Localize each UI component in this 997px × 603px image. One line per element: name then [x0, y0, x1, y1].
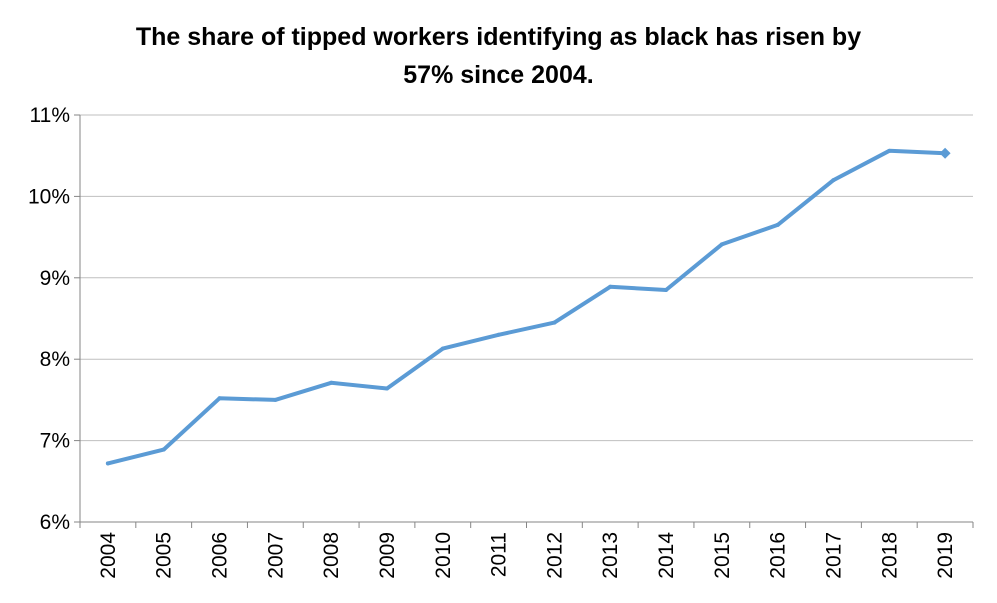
- data-point-2014: [664, 288, 669, 293]
- data-point-2005: [161, 447, 166, 452]
- y-tick-label-8: 8%: [40, 348, 70, 371]
- y-axis-ticks: 6% 7% 8% 9% 10% 11%: [28, 104, 70, 534]
- x-tick-label-2016: 2016: [767, 532, 790, 579]
- x-tick-label-2008: 2008: [320, 532, 343, 579]
- x-tick-label-2004: 2004: [97, 532, 120, 579]
- x-tick-label-2007: 2007: [264, 532, 287, 579]
- data-point-2009: [384, 386, 389, 391]
- x-tick-label-2012: 2012: [543, 532, 566, 579]
- y-tick-label-10: 10%: [28, 185, 70, 208]
- series-line-0: [105, 148, 948, 466]
- x-tick-label-2005: 2005: [153, 532, 176, 579]
- x-tick-label-2009: 2009: [376, 532, 399, 579]
- x-axis-ticks: 2004 2005 2006 2007 2008 2009 2010 2011 2012 2013…: [97, 532, 957, 579]
- x-tick-label-2015: 2015: [711, 532, 734, 579]
- data-point-2006: [217, 396, 222, 401]
- data-point-2013: [608, 284, 613, 289]
- x-tick-label-2018: 2018: [878, 532, 901, 579]
- series: [105, 147, 951, 466]
- data-point-2015: [719, 242, 724, 247]
- x-tick-label-2014: 2014: [655, 532, 678, 579]
- data-point-2004: [105, 461, 110, 466]
- gridlines: [80, 114, 973, 442]
- data-point-2016: [775, 222, 780, 227]
- x-tick-label-2011: 2011: [488, 532, 511, 577]
- data-point-2008: [329, 380, 334, 385]
- data-point-2018: [887, 148, 892, 153]
- y-tick-label-11: 11%: [30, 104, 70, 127]
- data-point-2010: [440, 346, 445, 351]
- y-tick-label-6: 6%: [40, 511, 70, 534]
- x-tick-label-2017: 2017: [822, 532, 845, 579]
- data-point-2017: [831, 178, 836, 183]
- chart-title: The share of tipped workers identifying …: [0, 18, 997, 94]
- data-point-2012: [552, 320, 557, 325]
- chart-title-line-2: 57% since 2004.: [403, 61, 594, 89]
- chart-title-line-1: The share of tipped workers identifying …: [135, 23, 862, 51]
- y-tick-label-9: 9%: [40, 267, 70, 290]
- y-tick-label-7: 7%: [40, 430, 70, 453]
- last-point-marker: [939, 147, 951, 159]
- x-tick-label-2013: 2013: [599, 532, 622, 579]
- x-tick-label-2010: 2010: [432, 532, 455, 579]
- axes: [74, 114, 974, 528]
- data-point-2007: [273, 397, 278, 402]
- x-tick-label-2006: 2006: [209, 532, 232, 579]
- data-point-2011: [496, 332, 501, 337]
- x-tick-label-2019: 2019: [934, 532, 957, 579]
